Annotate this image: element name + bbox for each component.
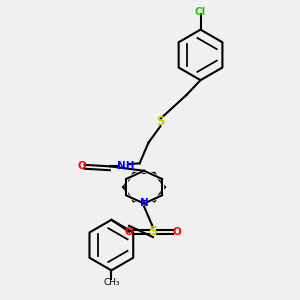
Text: N: N xyxy=(140,199,148,208)
Text: Cl: Cl xyxy=(195,7,206,17)
Text: S: S xyxy=(156,115,165,128)
Text: O: O xyxy=(77,161,86,171)
Text: NH: NH xyxy=(118,161,135,171)
Text: S: S xyxy=(148,225,158,238)
Text: O: O xyxy=(172,227,181,237)
Text: O: O xyxy=(125,227,134,237)
Text: CH₃: CH₃ xyxy=(103,278,120,287)
